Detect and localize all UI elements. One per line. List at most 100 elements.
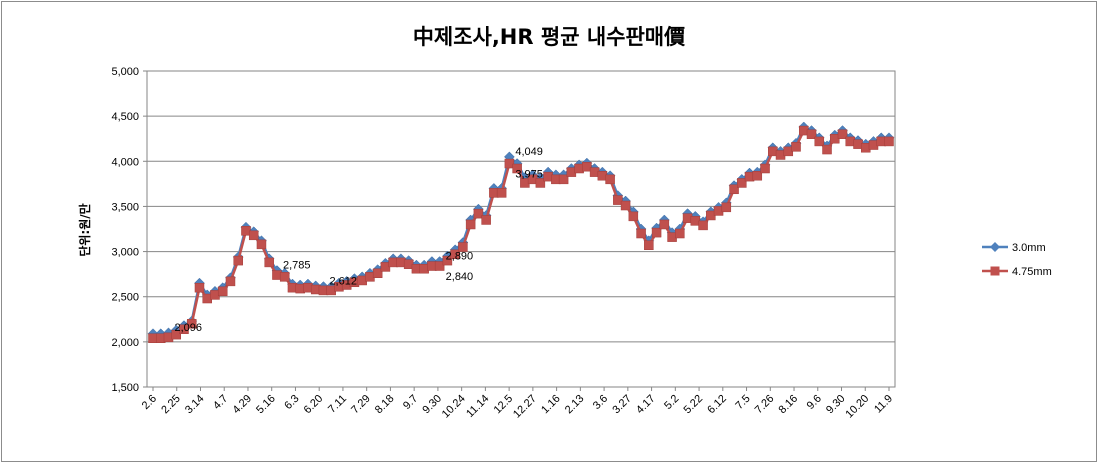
x-tick-label: 10.24 <box>440 393 468 421</box>
x-tick-label: 5.2 <box>662 393 681 412</box>
x-tick-label: 5.16 <box>254 393 278 417</box>
data-point-4.75mm <box>659 219 670 230</box>
y-tick-label: 3,500 <box>111 201 139 213</box>
x-tick-label: 9.6 <box>805 393 824 412</box>
legend: 3.0mm 4.75mm <box>982 242 1052 278</box>
x-tick-label: 11.14 <box>464 393 491 420</box>
x-tick-label: 6.12 <box>705 393 729 417</box>
data-point-4.75mm <box>822 144 832 155</box>
data-label: 4,049 <box>515 146 543 158</box>
x-tick-label: 2.6 <box>140 393 159 412</box>
series-layer <box>147 121 895 343</box>
x-tick-label: 8.18 <box>373 393 397 417</box>
x-tick-label: 12.27 <box>511 393 539 421</box>
y-tick-label: 4,500 <box>111 111 139 123</box>
data-point-4.75mm <box>442 255 453 266</box>
y-tick-label: 3,000 <box>111 247 139 259</box>
data-point-4.75mm <box>372 268 383 278</box>
data-point-4.75mm <box>512 163 522 174</box>
data-point-4.75mm <box>605 174 615 185</box>
grid <box>146 70 896 388</box>
data-labels: 2,096 2,785 2,612 2,890 4,049 2,840 3,975 <box>174 146 542 334</box>
data-label: 3,975 <box>515 169 543 181</box>
data-point-4.75mm <box>264 257 274 268</box>
x-tick-label: 3.14 <box>183 393 207 417</box>
data-label: 2,840 <box>446 271 474 283</box>
x-tick-label: 2.13 <box>563 393 587 417</box>
x-tick-label: 7.29 <box>349 393 373 417</box>
y-tick-label: 5,000 <box>111 66 139 78</box>
data-point-4.75mm <box>837 129 848 139</box>
data-point-4.75mm <box>675 228 685 239</box>
data-point-4.75mm <box>729 184 739 195</box>
data-point-4.75mm <box>558 174 569 185</box>
data-point-4.75mm <box>636 228 646 239</box>
y-tick-label: 2,000 <box>111 337 139 349</box>
y-tick-label: 2,500 <box>111 292 139 304</box>
data-label: 2,612 <box>329 276 357 288</box>
data-label: 2,785 <box>283 260 311 272</box>
data-point-4.75mm <box>651 227 662 238</box>
data-point-4.75mm <box>194 282 205 293</box>
x-axis: 2.6 2.25 3.14 4.7 4.29 5.16 6.3 6.20 7.11 7.29 8.1… <box>140 387 895 421</box>
data-label: 2,890 <box>446 251 474 263</box>
data-point-4.75mm <box>698 220 708 231</box>
data-point-4.75mm <box>721 202 732 213</box>
data-label: 2,096 <box>174 322 202 334</box>
data-point-4.75mm <box>186 319 197 329</box>
x-tick-label: 6.20 <box>302 393 326 417</box>
y-tick-label: 1,500 <box>111 382 139 394</box>
data-point-4.75mm <box>620 200 631 211</box>
data-point-4.75mm <box>434 261 445 271</box>
x-tick-label: 3.27 <box>610 393 634 417</box>
data-point-4.75mm <box>752 170 763 181</box>
data-point-4.75mm <box>628 211 639 222</box>
x-tick-label: 7.11 <box>326 393 349 416</box>
data-point-4.75mm <box>465 219 476 230</box>
y-axis: 1,500 2,000 2,500 3,000 3,500 4,000 4,500 5,000 <box>111 66 147 394</box>
data-point-4.75mm <box>496 188 507 198</box>
x-tick-label: 5.22 <box>682 393 706 417</box>
x-tick-label: 4.17 <box>634 393 658 417</box>
y-axis-title: 단위:원/만 <box>77 203 92 256</box>
data-point-4.75mm <box>814 136 825 147</box>
data-point-4.75mm <box>884 136 894 147</box>
legend-label-4.75mm: 4.75mm <box>1012 266 1052 278</box>
data-point-4.75mm <box>481 215 491 225</box>
plot-area-border <box>146 70 896 388</box>
data-point-4.75mm <box>535 178 546 188</box>
data-point-4.75mm <box>644 240 654 251</box>
data-point-4.75mm <box>171 329 181 340</box>
data-point-4.75mm <box>504 158 515 169</box>
x-tick-label: 7.5 <box>733 393 752 412</box>
data-point-4.75mm <box>806 129 817 139</box>
legend-marker-4.75mm <box>990 266 1000 276</box>
data-point-4.75mm <box>217 286 228 297</box>
chart-title: 中제조사,HR 평균 내수판매價 <box>413 25 686 49</box>
x-tick-label: 10.20 <box>843 393 871 421</box>
data-point-4.75mm <box>225 276 236 287</box>
x-tick-label: 9.7 <box>401 393 420 412</box>
y-tick-label: 4,000 <box>111 156 139 168</box>
data-point-4.75mm <box>760 163 770 174</box>
data-point-4.75mm <box>233 255 243 266</box>
data-point-4.75mm <box>458 242 468 252</box>
x-tick-label: 2.25 <box>159 393 183 417</box>
data-point-4.75mm <box>473 208 484 219</box>
x-tick-label: 6.3 <box>282 393 301 412</box>
x-tick-label: 11.9 <box>872 393 895 416</box>
data-point-4.75mm <box>450 249 460 260</box>
x-tick-label: 3.6 <box>591 393 610 412</box>
x-tick-label: 7.26 <box>753 393 777 417</box>
data-point-4.75mm <box>179 324 189 334</box>
data-point-4.75mm <box>737 178 747 188</box>
data-point-4.75mm <box>256 239 267 250</box>
data-point-4.75mm <box>248 230 259 241</box>
legend-label-3.0mm: 3.0mm <box>1012 242 1046 254</box>
data-point-4.75mm <box>791 142 801 152</box>
x-tick-label: 4.7 <box>211 393 230 412</box>
data-point-4.75mm <box>279 272 290 282</box>
data-point-4.75mm <box>613 195 623 205</box>
